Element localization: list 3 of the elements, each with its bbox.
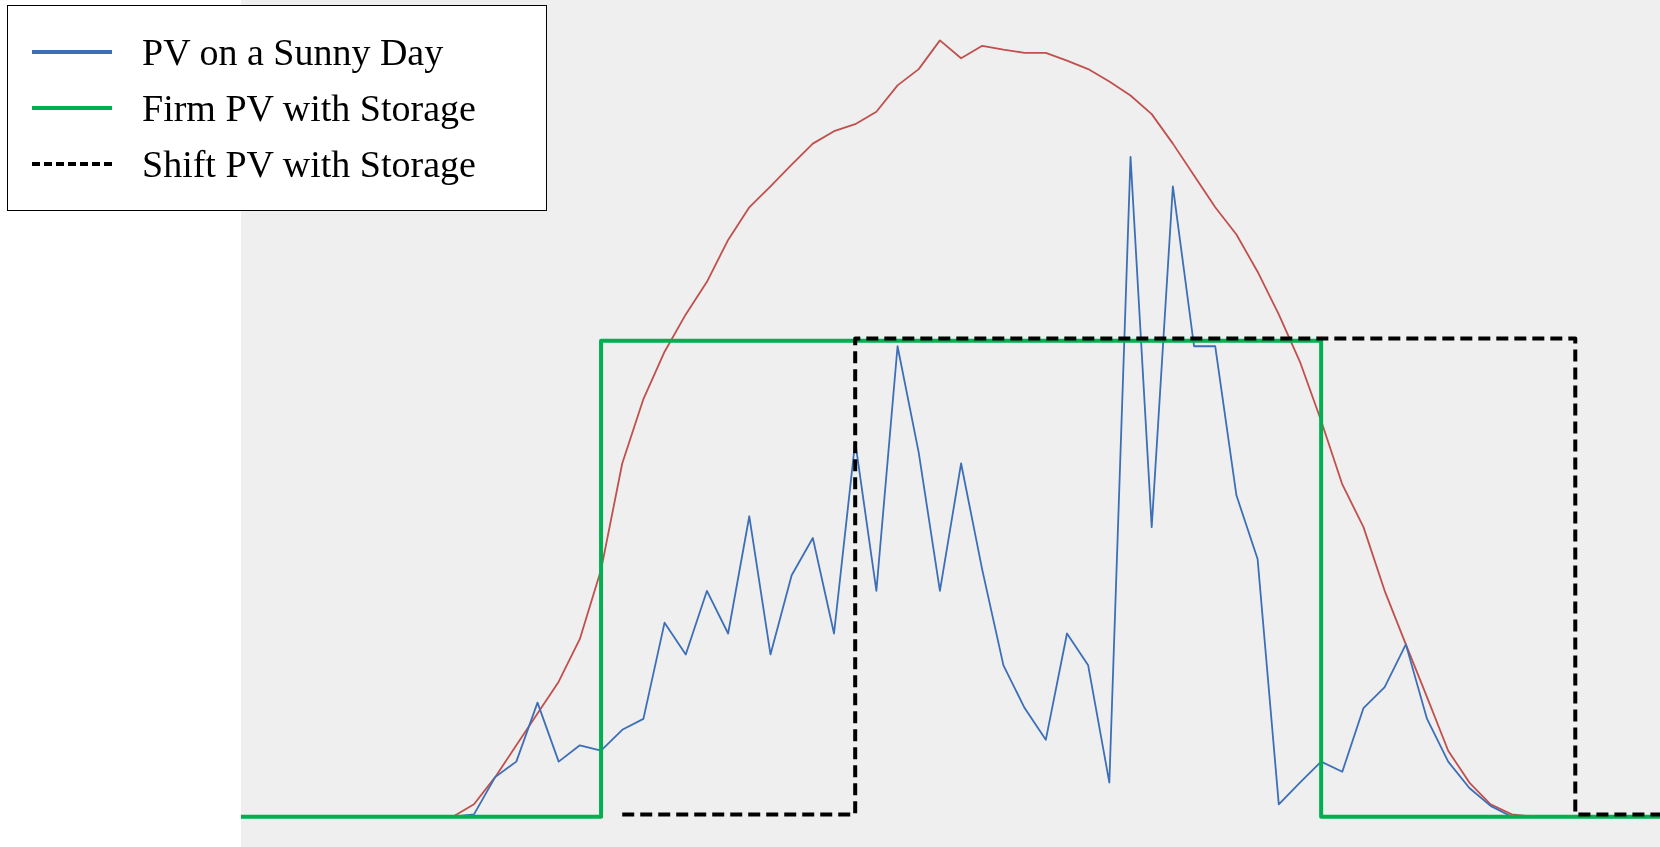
legend-label: Shift PV with Storage xyxy=(142,142,476,187)
legend-label: PV on a Sunny Day xyxy=(142,30,444,75)
legend-label: Firm PV with Storage xyxy=(142,86,476,131)
